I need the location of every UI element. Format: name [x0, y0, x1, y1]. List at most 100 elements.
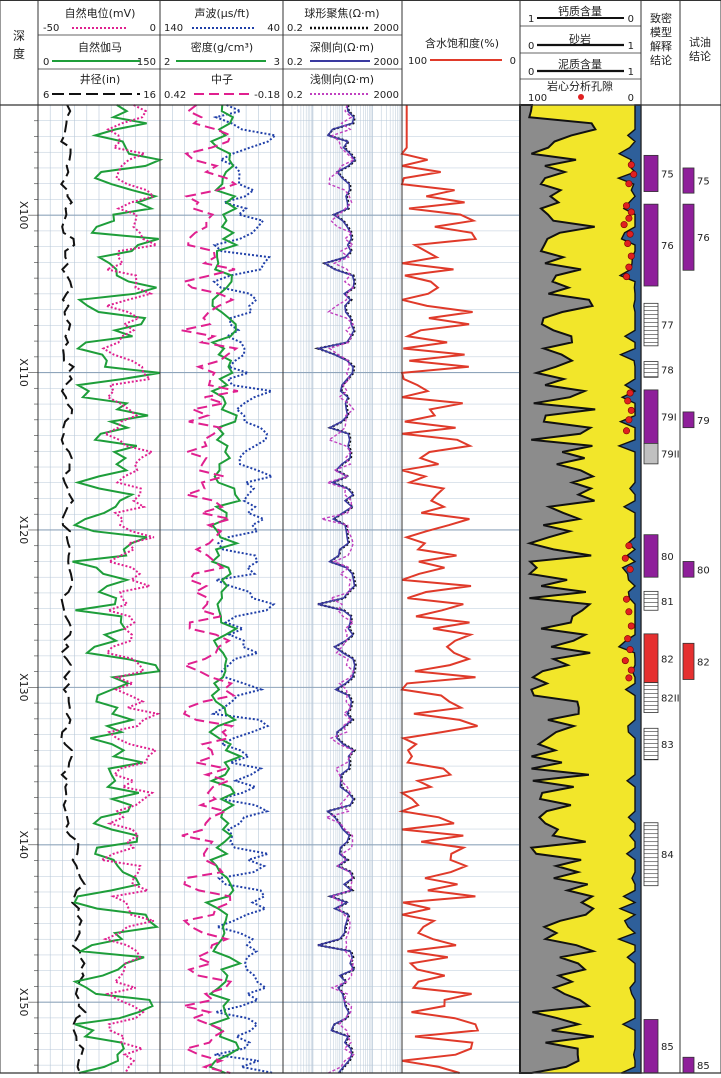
- core-porosity-point: [627, 208, 635, 216]
- sw-max: 0: [510, 56, 516, 67]
- interp-layer-box: [643, 822, 659, 887]
- cnl-min: 0.42: [164, 90, 186, 101]
- interp-layer-box: [643, 154, 659, 192]
- core-porosity-point: [626, 565, 634, 573]
- depth-label: X120: [17, 516, 30, 545]
- test-layer-box: [682, 411, 695, 429]
- calcite-fill: [616, 104, 642, 1074]
- core-porosity-point: [620, 221, 628, 229]
- core-porosity-point: [624, 397, 632, 405]
- interp-layer-label: 82II: [661, 694, 680, 705]
- test-layer-label: 79: [697, 416, 710, 427]
- interp-layer-label: 81: [661, 597, 674, 608]
- sp-max: 0: [150, 23, 156, 34]
- core-porosity-point: [625, 214, 633, 222]
- gr-min: 0: [43, 57, 49, 68]
- cnl-max: -0.18: [254, 90, 280, 101]
- depth-label: X150: [17, 988, 30, 1017]
- rfoc-max: 2000: [374, 23, 399, 34]
- rs-max: 2000: [374, 90, 399, 101]
- interp-layer-box: [643, 633, 659, 684]
- interp-header-2: 模型: [650, 25, 672, 39]
- interp-layer-label: 79I: [661, 413, 677, 424]
- gr-header-label: 自然伽马: [78, 40, 122, 54]
- core-porosity-point: [627, 622, 635, 630]
- core-porosity-point: [622, 595, 630, 603]
- core-porosity-point: [627, 666, 635, 674]
- interp-layer-box: [643, 1019, 659, 1074]
- neutron-curve: [181, 104, 239, 1074]
- interp-layer-box: [643, 727, 659, 761]
- ac-min: 140: [164, 23, 183, 34]
- core-porosity-point: [627, 161, 635, 169]
- por-max: 0: [628, 93, 634, 104]
- cnl-header-label: 中子: [211, 73, 233, 86]
- shale-min: 0: [528, 67, 534, 78]
- interp-layer-box: [643, 590, 659, 611]
- shale-max: 1: [628, 67, 634, 78]
- depth-labels: X100 X110 X120 X130 X140 X150: [17, 201, 30, 1017]
- den-max: 3: [274, 57, 280, 68]
- test-layer-label: 82: [697, 657, 710, 668]
- test-layer-box: [682, 203, 695, 271]
- interp-layer-label: 78: [661, 365, 674, 376]
- sand-header-label: 砂岩: [569, 32, 591, 46]
- core-porosity-point: [621, 554, 629, 562]
- core-porosity-point: [626, 646, 634, 654]
- interp-header-1: 致密: [650, 11, 672, 25]
- core-porosity-point: [627, 252, 635, 260]
- por-header-label: 岩心分析孔隙: [547, 79, 613, 93]
- sw-header-label: 含水饱和度(%): [425, 36, 499, 50]
- lithology-fills: [519, 104, 642, 1074]
- core-porosity-point: [626, 389, 634, 397]
- interp-layer-label: 84: [661, 850, 674, 861]
- calc-min: 1: [528, 14, 534, 25]
- test-layer-box: [682, 1056, 695, 1074]
- core-porosity-point: [625, 263, 633, 271]
- gamma-ray-curve: [72, 104, 164, 1074]
- calc-header-label: 钙质含量: [558, 4, 602, 18]
- core-porosity-point: [621, 657, 629, 665]
- depth-header: 深: [13, 29, 25, 43]
- depth-label: X100: [17, 201, 30, 230]
- sp-curve: [98, 104, 161, 1074]
- interp-layer-label: 79II: [661, 450, 680, 461]
- interp-layer-box: [643, 302, 659, 347]
- core-porosity-point: [622, 202, 630, 210]
- interp-layer-label: 77: [661, 321, 674, 332]
- rfoc-min: 0.2: [287, 23, 303, 34]
- core-porosity-point: [625, 180, 633, 188]
- core-porosity-point: [622, 273, 630, 281]
- core-porosity-point: [626, 230, 634, 238]
- test-layer-box: [682, 561, 695, 578]
- shallow-laterolog-curve: [321, 104, 356, 1074]
- test-layer-box: [682, 167, 695, 194]
- interp-header-3: 解释: [650, 39, 672, 53]
- interp-layer-label: 80: [661, 552, 674, 563]
- depth-label: X140: [17, 831, 30, 860]
- test-layer-label: 75: [697, 177, 710, 188]
- acoustic-curve: [210, 104, 278, 1074]
- core-porosity-point: [624, 635, 632, 643]
- interp-layer-box: [643, 389, 659, 444]
- calc-max: 0: [628, 14, 634, 25]
- caliper-curve: [59, 104, 87, 1074]
- core-porosity-point: [625, 416, 633, 424]
- sand-min: 0: [528, 41, 534, 52]
- shale-fill: [519, 104, 598, 1074]
- core-porosity-point: [630, 170, 638, 178]
- cal-header-label: 井径(in): [80, 72, 121, 86]
- rd-min: 0.2: [287, 57, 303, 68]
- core-porosity-point: [625, 542, 633, 550]
- rs-min: 0.2: [287, 90, 303, 101]
- rd-max: 2000: [374, 57, 399, 68]
- test-layer-label: 76: [697, 233, 710, 244]
- depth-label: X130: [17, 673, 30, 702]
- interp-layer-label: 76: [661, 241, 674, 252]
- den-header-label: 密度(g/cm³): [191, 40, 253, 54]
- track-headers: 深 度 自然电位(mV) -50 0 自然伽马 0 150 井径(in) 6 1…: [13, 4, 711, 104]
- por-legend-dot: [578, 94, 584, 100]
- core-porosity-point: [625, 674, 633, 682]
- interp-layer-box: [643, 361, 659, 378]
